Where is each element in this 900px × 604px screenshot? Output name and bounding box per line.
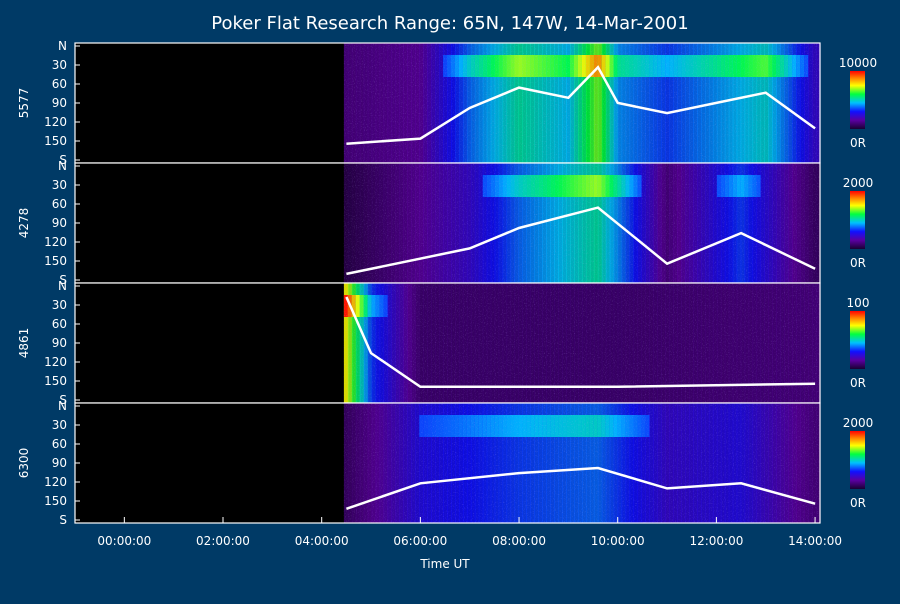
- panel-wavelength-label: 4278: [17, 208, 31, 239]
- colorbar: [850, 71, 865, 129]
- colorbar-max-label: 10000: [839, 56, 877, 70]
- noise-overlay: [343, 283, 820, 403]
- contour-line: [345, 296, 816, 389]
- y-tick-label: 120: [44, 475, 67, 489]
- x-tick-label: 00:00:00: [97, 534, 151, 548]
- colorbar-max-label: 2000: [843, 176, 874, 190]
- colorbar-min-label: 0R: [850, 136, 866, 150]
- y-tick-label: N: [58, 39, 67, 53]
- colorbar-min-label: 0R: [850, 256, 866, 270]
- y-tick-label: S: [59, 393, 67, 407]
- colorbar-max-label: 2000: [843, 416, 874, 430]
- y-tick-label: 150: [44, 134, 67, 148]
- y-tick-label: 120: [44, 235, 67, 249]
- panel-wavelength-label: 6300: [17, 448, 31, 479]
- y-tick-label: 30: [52, 418, 67, 432]
- y-tick-label: 120: [44, 115, 67, 129]
- panel-wavelength-label: 4861: [17, 328, 31, 359]
- x-tick-label: 02:00:00: [196, 534, 250, 548]
- panel-4861: N 30 60 90 120 150 S 4861 100 0R: [17, 279, 869, 407]
- x-tick-label: 14:00:00: [788, 534, 842, 548]
- y-tick-label: N: [58, 279, 67, 293]
- y-tick-label: 90: [52, 216, 67, 230]
- y-tick-label: 120: [44, 355, 67, 369]
- panel-4278: N 30 60 90 120 150 S 4278 2000 0R: [17, 159, 873, 287]
- panel-wavelength-label: 5577: [17, 88, 31, 119]
- colorbar: [850, 191, 865, 249]
- y-tick-label: 30: [52, 58, 67, 72]
- chart-title: Poker Flat Research Range: 65N, 147W, 14…: [211, 13, 688, 34]
- colorbar-max-label: 100: [847, 296, 870, 310]
- contour-line: [345, 466, 816, 510]
- y-tick-label: 30: [52, 298, 67, 312]
- y-tick-label: 150: [44, 254, 67, 268]
- x-tick-label: 12:00:00: [689, 534, 743, 548]
- x-tick-label: 04:00:00: [295, 534, 349, 548]
- colorbar-min-label: 0R: [850, 376, 866, 390]
- y-tick-label: 60: [52, 197, 67, 211]
- x-tick-label: 10:00:00: [591, 534, 645, 548]
- y-tick-label: N: [58, 399, 67, 413]
- y-tick-label: 60: [52, 317, 67, 331]
- y-tick-label: 90: [52, 456, 67, 470]
- y-tick-label: S: [59, 153, 67, 167]
- panels-layer: N 30 60 90 120 150 S 5577 10000 0R N 30 60 90 120 150 S 4…: [17, 39, 877, 527]
- y-tick-label: 60: [52, 77, 67, 91]
- y-tick-label: S: [59, 513, 67, 527]
- panel-5577: N 30 60 90 120 150 S 5577 10000 0R: [17, 39, 877, 167]
- y-tick-label: 150: [44, 374, 67, 388]
- colorbar: [850, 431, 865, 489]
- noise-overlay: [343, 163, 820, 283]
- y-tick-label: 60: [52, 437, 67, 451]
- noise-overlay: [343, 403, 820, 523]
- y-tick-label: 90: [52, 96, 67, 110]
- x-tick-label: 08:00:00: [492, 534, 546, 548]
- y-tick-label: 150: [44, 494, 67, 508]
- colorbar-min-label: 0R: [850, 496, 866, 510]
- x-tick-label: 06:00:00: [393, 534, 447, 548]
- contour-line: [346, 65, 816, 145]
- y-tick-label: N: [58, 159, 67, 173]
- noise-overlay: [343, 43, 820, 163]
- panel-6300: N 30 60 90 120 150 S 6300 2000 0R: [17, 399, 873, 527]
- x-axis: 00:00:00 02:00:00 04:00:00 06:00:00 08:00:00…: [97, 517, 842, 548]
- y-tick-label: S: [59, 273, 67, 287]
- y-tick-label: 30: [52, 178, 67, 192]
- contour-line: [346, 206, 816, 276]
- y-tick-label: 90: [52, 336, 67, 350]
- colorbar: [850, 311, 865, 369]
- x-axis-label: Time UT: [419, 557, 470, 571]
